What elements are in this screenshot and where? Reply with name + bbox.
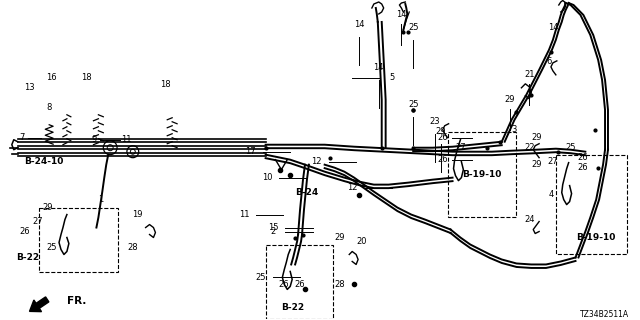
Text: 7: 7 <box>19 133 24 142</box>
Bar <box>266 244 333 319</box>
Text: 26: 26 <box>577 153 588 162</box>
Text: 2: 2 <box>271 227 276 236</box>
Text: 26: 26 <box>278 280 289 289</box>
Bar <box>39 208 118 272</box>
Text: 14: 14 <box>354 20 364 29</box>
Text: 8: 8 <box>47 103 52 112</box>
Text: 4: 4 <box>548 190 554 199</box>
Text: 29: 29 <box>531 160 541 169</box>
Text: 12: 12 <box>347 183 358 192</box>
Bar <box>556 155 627 254</box>
Text: 18: 18 <box>81 73 92 82</box>
Text: 5: 5 <box>389 73 394 82</box>
Text: 23: 23 <box>429 117 440 126</box>
Text: 21: 21 <box>524 70 534 79</box>
Text: B-24: B-24 <box>295 188 319 197</box>
Text: 22: 22 <box>524 143 534 152</box>
Text: 25: 25 <box>255 273 266 282</box>
Text: 19: 19 <box>132 210 143 219</box>
Text: 27: 27 <box>548 157 558 166</box>
Text: 26: 26 <box>437 133 448 142</box>
Text: 14: 14 <box>548 23 558 32</box>
Text: 27: 27 <box>455 143 466 152</box>
Text: 29: 29 <box>334 233 345 242</box>
Text: 25: 25 <box>46 243 56 252</box>
Text: 29: 29 <box>531 133 541 142</box>
Bar <box>447 132 516 217</box>
Text: B-19-10: B-19-10 <box>577 233 616 242</box>
Text: 29: 29 <box>435 127 446 136</box>
Text: 29: 29 <box>504 95 515 104</box>
Text: 11: 11 <box>239 210 249 219</box>
Text: 26: 26 <box>295 280 305 289</box>
Text: 15: 15 <box>268 223 279 232</box>
Text: 6: 6 <box>547 57 552 66</box>
Text: 10: 10 <box>262 173 273 182</box>
Text: B-22: B-22 <box>282 303 305 312</box>
Text: 25: 25 <box>565 143 576 152</box>
Text: 25: 25 <box>408 100 419 109</box>
Text: 9: 9 <box>92 135 97 144</box>
Text: B-22: B-22 <box>16 253 39 262</box>
Text: 3: 3 <box>511 125 516 134</box>
Text: 18: 18 <box>160 80 171 89</box>
Text: 26: 26 <box>437 155 448 164</box>
Text: 25: 25 <box>408 23 419 32</box>
Text: 28: 28 <box>127 243 138 252</box>
FancyArrow shape <box>29 297 49 312</box>
Text: FR.: FR. <box>67 296 86 306</box>
Text: 24: 24 <box>524 215 534 224</box>
Text: 26: 26 <box>19 227 30 236</box>
Text: B-19-10: B-19-10 <box>462 170 502 179</box>
Text: 11: 11 <box>121 135 131 144</box>
Text: 14: 14 <box>374 63 384 72</box>
Text: B-24-10: B-24-10 <box>24 157 64 166</box>
Text: 16: 16 <box>46 73 56 82</box>
Text: 28: 28 <box>334 280 345 289</box>
Text: 12: 12 <box>312 157 322 166</box>
Text: 1: 1 <box>98 195 103 204</box>
Text: 13: 13 <box>24 83 35 92</box>
Text: 17: 17 <box>246 147 256 156</box>
Text: 20: 20 <box>356 237 367 246</box>
Text: 26: 26 <box>577 163 588 172</box>
Text: 29: 29 <box>42 203 52 212</box>
Text: 27: 27 <box>32 217 43 226</box>
Text: 14: 14 <box>396 11 406 20</box>
Text: TZ34B2511A: TZ34B2511A <box>580 310 630 319</box>
